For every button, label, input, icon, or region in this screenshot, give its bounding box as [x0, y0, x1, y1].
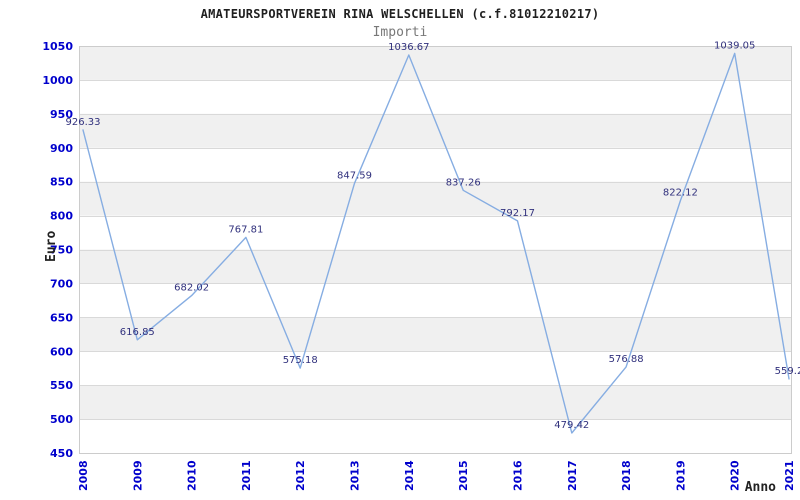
- y-tick-label: 600: [50, 345, 73, 358]
- x-tick-label: 2015: [457, 460, 470, 491]
- y-axis-title: Euro: [44, 231, 59, 262]
- value-label: 767.81: [228, 224, 263, 235]
- x-tick-label: 2014: [403, 460, 416, 491]
- value-label: 479.42: [554, 420, 589, 431]
- y-tick-label: 950: [50, 108, 73, 121]
- value-label: 616.85: [120, 327, 155, 338]
- y-tick-label: 750: [50, 244, 73, 257]
- plot-band: [80, 113, 791, 148]
- value-label: 1039.05: [714, 40, 755, 51]
- x-axis-title: Anno: [745, 480, 776, 495]
- value-label: 575.18: [283, 355, 318, 366]
- chart-subtitle: Importi: [372, 25, 428, 40]
- value-label: 926.33: [66, 117, 101, 128]
- y-tick-label: 500: [50, 413, 73, 426]
- x-tick-label: 2020: [729, 460, 742, 491]
- x-tick-label: 2009: [131, 460, 144, 491]
- y-tick-label: 650: [50, 311, 73, 324]
- value-label: 822.12: [663, 188, 698, 199]
- value-label: 792.17: [500, 208, 535, 219]
- y-tick-label: 800: [50, 210, 73, 223]
- x-tick-label: 2010: [186, 460, 199, 491]
- plot-band: [80, 385, 791, 420]
- chart-title: AMATEURSPORTVEREIN RINA WELSCHELLEN (c.f…: [200, 7, 600, 21]
- y-tick-label: 1050: [42, 40, 73, 53]
- value-label: 682.02: [174, 283, 209, 294]
- x-tick-label: 2016: [512, 460, 525, 491]
- x-tick-label: 2019: [674, 460, 687, 491]
- value-label: 837.26: [446, 177, 481, 188]
- y-tick-label: 850: [50, 176, 73, 189]
- value-label: 576.88: [609, 354, 644, 365]
- y-tick-label: 700: [50, 277, 73, 290]
- y-tick-label: 450: [50, 447, 73, 460]
- plot-band: [80, 46, 791, 80]
- plot-border: [79, 46, 792, 454]
- x-tick-label: 2017: [566, 460, 579, 491]
- value-label: 1036.67: [388, 42, 429, 53]
- plot-band: [80, 249, 791, 284]
- x-tick-label: 2011: [240, 460, 253, 491]
- plot-band: [80, 181, 791, 216]
- y-tick-label: 1000: [42, 74, 73, 87]
- value-label: 559.2: [775, 366, 800, 377]
- data-line: [82, 52, 790, 434]
- value-label: 847.59: [337, 170, 372, 181]
- plot-band: [80, 317, 791, 352]
- x-tick-label: 2012: [294, 460, 307, 491]
- x-tick-label: 2018: [620, 460, 633, 491]
- x-tick-label: 2013: [349, 460, 362, 491]
- y-tick-label: 550: [50, 379, 73, 392]
- y-tick-label: 900: [50, 142, 73, 155]
- x-tick-label: 2008: [77, 460, 90, 491]
- x-tick-label: 2021: [783, 460, 796, 491]
